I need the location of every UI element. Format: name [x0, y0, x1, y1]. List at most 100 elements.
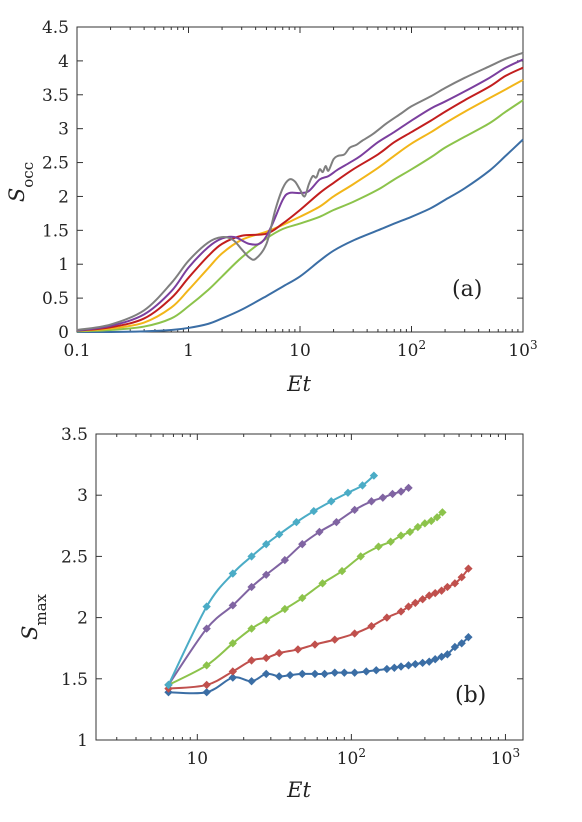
panel-b-series-1-point [330, 668, 339, 677]
panel-b-series-3-point [337, 566, 347, 576]
panel-b-series-1-point [437, 652, 446, 661]
panel-b-series-4-point [298, 539, 307, 549]
panel-b-series-2-point [464, 564, 473, 573]
panel-b-series-2-point [247, 656, 256, 665]
panel-a-series [76, 51, 524, 334]
panel-a-x-tick-label: 103 [508, 338, 537, 361]
panel-b-series-4-point [388, 489, 397, 499]
panel-b-series [164, 471, 473, 697]
panel-b-series-2-point [262, 653, 271, 663]
panel-b-series-1-point [443, 650, 452, 659]
panel-b-series-3-point [247, 624, 256, 633]
panel-b-series-3-point [405, 527, 415, 537]
panel-b-series-5-point [358, 481, 367, 490]
panel-b-series-5-point [292, 517, 301, 527]
panel-b-series-3-point [396, 531, 406, 540]
panel-b-series-2-point [457, 573, 466, 582]
panel-b-series-line-4 [167, 486, 409, 686]
panel-b-y-tick-label: 3.5 [61, 425, 88, 445]
panel-b-series-line-1 [168, 636, 470, 695]
panel-b-series-2-point [367, 622, 376, 631]
panel-a-y-tick-label: 1.5 [42, 221, 69, 241]
panel-a-series-line-6 [76, 51, 524, 331]
panel-a-x-tick-label: 10 [289, 341, 311, 361]
panel-a-x-tick-label: 1 [183, 341, 194, 361]
panel-a-x-axis-label: Et [286, 372, 311, 396]
panel-b-series-5-point [309, 506, 318, 516]
panel-b-chart: 10 102 103 1 1.5 2 2.5 3 3.5 Et Smax (b) [18, 425, 524, 802]
panel-b-series-2-point [437, 586, 446, 595]
panel-b-series-4-point [247, 582, 256, 592]
panel-b-series-2-point [450, 579, 460, 588]
panel-b-series-2-point [330, 635, 339, 644]
panel-b-series-3-point [432, 513, 442, 522]
panel-b-series-4-point [315, 527, 324, 537]
panel-b-series-3-point [374, 542, 383, 551]
panel-b-series-1-point [247, 677, 256, 686]
panel-a-x-tick-label: 102 [397, 338, 426, 361]
panel-a-y-tick-label: 0 [58, 323, 69, 343]
panel-a-y-tick-label: 1 [58, 255, 69, 275]
panel-b-series-1-point [390, 663, 399, 672]
panel-b-series-1-point [425, 657, 434, 666]
panel-b-series-4-point [367, 497, 376, 506]
panel-b-series-1-point [372, 666, 381, 675]
panel-b-series-1-point [362, 667, 371, 676]
panel-b-series-3-point [298, 593, 307, 603]
panel-b-series-1-point [404, 661, 413, 670]
panel-b-series-5-point [202, 602, 211, 611]
panel-b-series-1-point [202, 688, 211, 697]
panel-b-tag: (b) [455, 683, 486, 708]
panel-b-series-1-point [340, 668, 349, 677]
panel-b-series-3-point [356, 552, 365, 561]
panel-a-tag: (a) [452, 277, 482, 302]
panel-b-series-2-point [443, 582, 452, 592]
panel-b-series-3-point [228, 639, 237, 648]
panel-b-series-4-point [396, 487, 406, 496]
panel-b-y-tick-label: 3 [77, 486, 88, 506]
panel-b-series-4-point [378, 493, 387, 502]
panel-a-series-line-2 [76, 99, 524, 333]
panel-b-series-4-point [202, 624, 211, 633]
panel-b-series-3-point [262, 615, 271, 625]
panel-b-series-5-point [228, 569, 237, 578]
panel-a-series-line-4 [76, 66, 524, 332]
panel-b-series-3-point [386, 537, 395, 546]
panel-b-series-4-point [404, 483, 413, 493]
panel-b-series-2-point [431, 588, 440, 598]
panel-b-series-1-point [350, 668, 359, 677]
panel-b-x-tick-label: 10 [186, 749, 208, 769]
panel-b-series-2-point [404, 602, 413, 611]
panel-a-y-tick-label: 4 [58, 52, 69, 72]
panel-b-y-tick-label: 2.5 [61, 547, 88, 567]
panel-a-series-line-5 [76, 58, 524, 332]
panel-b-series-4-point [332, 517, 341, 527]
panel-b-series-1-point [431, 655, 440, 664]
panel-b-series-1-point [320, 669, 329, 679]
panel-a-series-line-1 [76, 138, 524, 334]
panel-b-series-1-point [382, 664, 392, 674]
panel-b-series-4-point [350, 505, 359, 515]
panel-a-y-tick-label: 3.5 [42, 86, 69, 106]
panel-b-y-tick-label: 1 [77, 731, 88, 751]
panel-b-y-axis-label: Smax [18, 593, 50, 640]
panel-b-series-1-point [450, 642, 460, 652]
panel-b-series-2-point [425, 591, 434, 600]
panel-b-series-3-point [427, 516, 436, 526]
panel-b-series-2-point [350, 629, 359, 638]
panel-a-y-tick-label: 2.5 [42, 154, 69, 174]
panel-b-series-1-point [275, 672, 284, 681]
panel-b-series-1-point [228, 673, 237, 682]
panel-a-y-tick-label: 3 [58, 120, 69, 140]
panel-b-series-5-point [275, 530, 284, 539]
panel-b-series-2-point [411, 598, 420, 608]
panel-b-series-3-point [318, 579, 327, 588]
panel-b-series-1-point [464, 633, 473, 642]
panel-b-series-5-point [369, 471, 379, 480]
panel-b-series-2-point [202, 680, 211, 690]
panel-b-series-2-point [228, 667, 237, 676]
panel-a-chart: 0.1 1 10 102 103 0 0.5 1 1.5 2 2.5 3 3.5 4 4.5 Et Socc… [5, 18, 538, 396]
panel-b-frame [95, 433, 524, 741]
panel-b-series-2-point [418, 595, 427, 604]
